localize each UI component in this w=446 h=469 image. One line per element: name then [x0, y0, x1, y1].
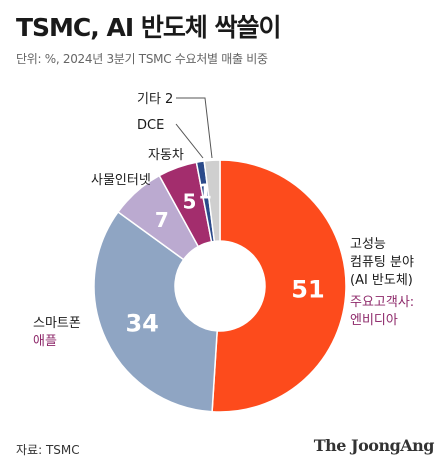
chart-title: TSMC, AI 반도체 싹쓸이: [16, 13, 282, 42]
donut-hole: [175, 241, 265, 331]
label-auto: 자동차: [148, 148, 184, 163]
value-label-1: 34: [125, 309, 158, 337]
brand-logo: The JoongAng: [313, 436, 435, 455]
label-smartphone: 스마트폰: [33, 316, 81, 331]
donut-slices: [93, 159, 347, 413]
label-smartphone-note: 애플: [33, 334, 57, 349]
label-hpc-note-line2: 엔비디아: [350, 313, 398, 328]
leader-line-other: [176, 97, 213, 159]
label-hpc-note-line1: 주요고객사:: [350, 295, 414, 310]
value-label-3: 5: [183, 190, 197, 214]
value-label-0: 51: [291, 275, 324, 303]
label-hpc-line2: 컴퓨팅 분야: [350, 255, 414, 270]
leader-line-dce: [175, 123, 204, 159]
label-other: 기타 2: [137, 92, 173, 107]
value-label-2: 7: [155, 208, 169, 232]
source-note: 자료: TSMC: [16, 443, 80, 457]
label-hpc-line1: 고성능: [350, 237, 386, 252]
label-dce: DCE: [137, 118, 164, 133]
chart-subtitle: 단위: %, 2024년 3분기 TSMC 수요처별 매출 비중: [16, 52, 268, 66]
label-iot: 사물인터넷: [91, 173, 151, 188]
label-hpc-line3: (AI 반도체): [350, 273, 413, 288]
value-label-4: 1: [198, 179, 212, 203]
